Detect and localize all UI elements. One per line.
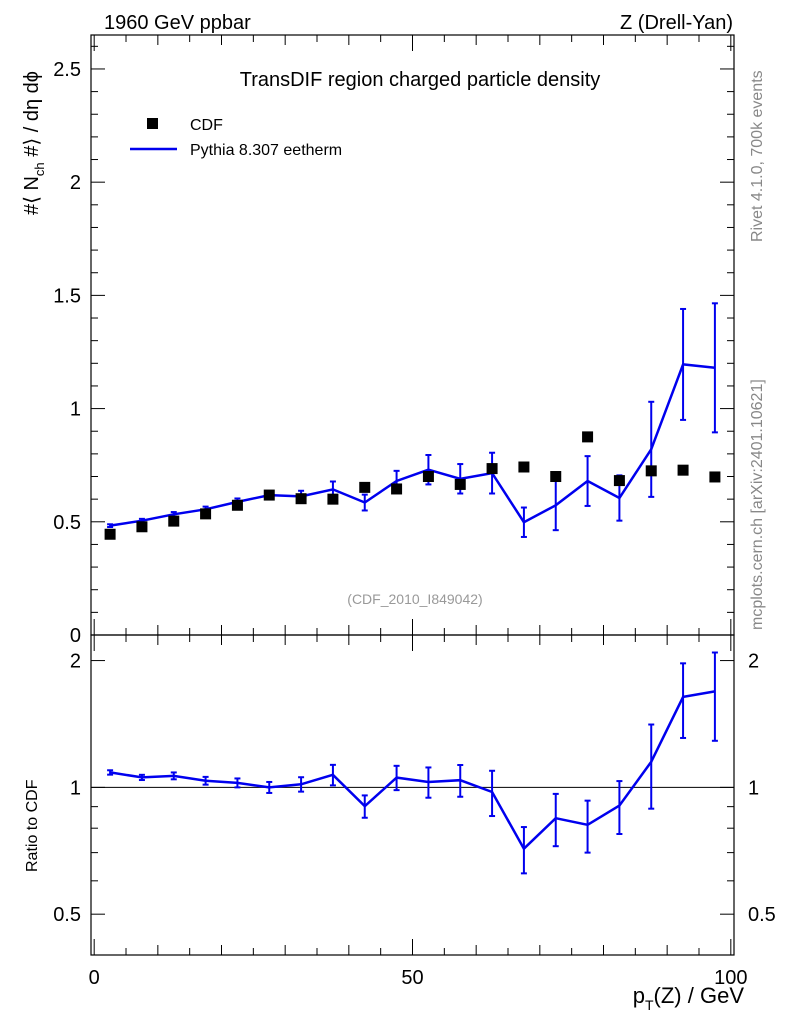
x-tick-label: 100 bbox=[714, 967, 747, 989]
cdf-data-point bbox=[550, 471, 562, 483]
legend-mc-label: Pythia 8.307 eetherm bbox=[190, 142, 342, 159]
legend-cdf-marker bbox=[147, 118, 158, 129]
ratio-series-line bbox=[109, 690, 716, 851]
ratio-y-tick-label: 0.5 bbox=[53, 904, 81, 926]
cdf-data-point bbox=[422, 471, 434, 483]
mc-series-line bbox=[109, 363, 716, 527]
ratio-y-tick-label: 2 bbox=[70, 651, 81, 673]
cdf-data-point bbox=[200, 508, 212, 520]
cdf-data-point bbox=[709, 471, 721, 483]
ratio-panel-frame bbox=[90, 634, 735, 956]
cdf-data-point bbox=[231, 499, 243, 511]
main-data-layer bbox=[104, 302, 721, 540]
mcplots-label: mcplots.cern.ch [arXiv:2401.10621] bbox=[749, 379, 766, 630]
main-y-tick-label: 2.5 bbox=[53, 59, 81, 81]
main-y-axis-label: #⟨ Nch #⟩ / dη dϕ bbox=[21, 71, 47, 215]
analysis-tag: (CDF_2010_I849042) bbox=[347, 591, 482, 607]
header-left: 1960 GeV ppbar bbox=[104, 12, 251, 34]
main-title: TransDIF region charged particle density bbox=[240, 69, 601, 91]
cdf-data-point bbox=[327, 493, 339, 505]
main-y-tick-label: 1 bbox=[70, 399, 81, 421]
header-right: Z (Drell-Yan) bbox=[620, 12, 733, 34]
x-tick-label: 0 bbox=[89, 967, 100, 989]
cdf-data-point bbox=[454, 478, 466, 490]
main-y-tick-label: 0.5 bbox=[53, 512, 81, 534]
main-panel-frame bbox=[90, 34, 735, 636]
legend-cdf-label: CDF bbox=[190, 117, 223, 134]
main-y-tick-label: 1.5 bbox=[53, 285, 81, 307]
cdf-data-point bbox=[518, 461, 530, 473]
cdf-data-point bbox=[168, 515, 180, 527]
ratio-y-tick-label: 1 bbox=[70, 777, 81, 799]
cdf-data-point bbox=[582, 431, 594, 443]
main-y-tick-label: 2 bbox=[70, 172, 81, 194]
ratio-y-tick-label-right: 2 bbox=[748, 651, 759, 673]
ratio-data-layer bbox=[107, 651, 718, 875]
ratio-y-tick-label-right: 1 bbox=[748, 777, 759, 799]
cdf-data-point bbox=[391, 483, 403, 495]
main-axis-ticks: 0 0.5 1 1.5 2 2.5 bbox=[53, 35, 734, 647]
main-y-tick-label: 0 bbox=[70, 625, 81, 647]
ratio-y-axis-label: Ratio to CDF bbox=[24, 779, 41, 872]
cdf-data-point bbox=[263, 489, 275, 501]
cdf-data-point bbox=[359, 481, 371, 493]
cdf-data-point bbox=[645, 465, 657, 477]
x-tick-label: 50 bbox=[401, 967, 423, 989]
ratio-axis-ticks: 0.5 0.5 1 1 2 2 0 50 100 bbox=[53, 635, 776, 989]
cdf-data-point bbox=[136, 521, 148, 533]
cdf-data-point bbox=[104, 528, 116, 540]
cdf-data-point bbox=[295, 493, 307, 505]
cdf-data-point bbox=[613, 475, 625, 487]
cdf-data-point bbox=[486, 463, 498, 475]
rivet-version-label: Rivet 4.1.0, 700k events bbox=[749, 70, 766, 242]
x-axis-label: pT(Z) / GeV bbox=[633, 983, 745, 1013]
cdf-data-point bbox=[677, 464, 689, 476]
ratio-y-tick-label-right: 0.5 bbox=[748, 904, 776, 926]
